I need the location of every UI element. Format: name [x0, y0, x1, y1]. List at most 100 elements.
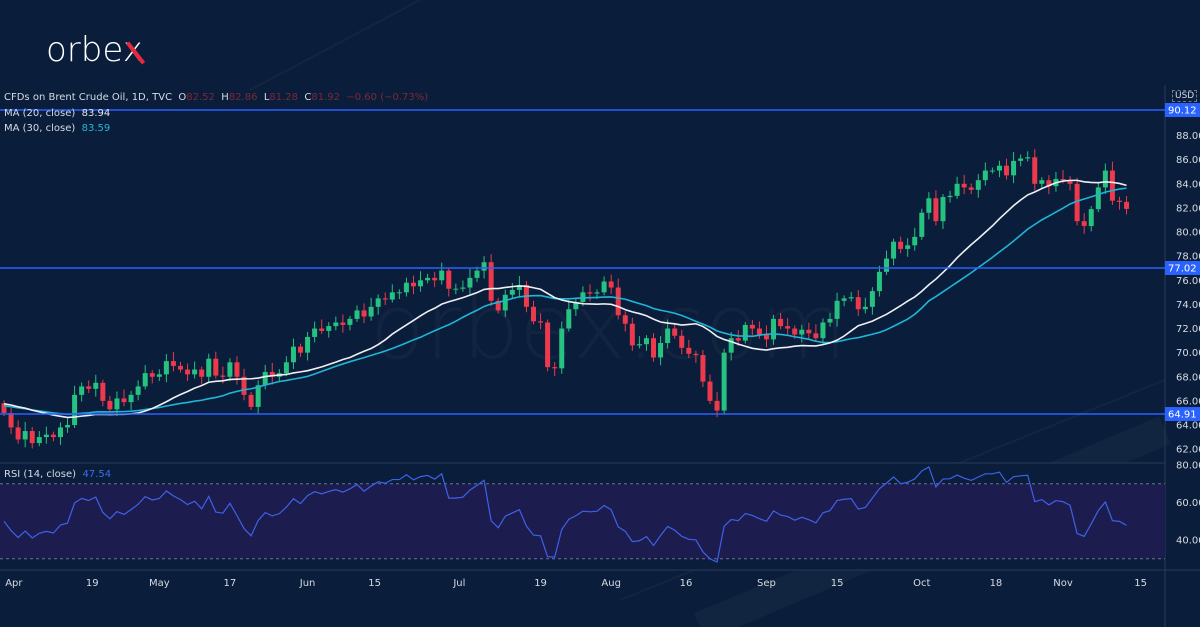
- symbol-legend: CFDs on Brent Crude Oil, 1D, TVC O82.52 …: [4, 92, 428, 103]
- candle-body: [382, 298, 388, 300]
- candle-body: [50, 434, 56, 438]
- candle-body: [220, 375, 226, 377]
- time-tick-label: Oct: [913, 578, 930, 589]
- candle-body: [326, 326, 332, 331]
- rsi-legend[interactable]: RSI (14, close) 47.54: [4, 469, 111, 480]
- candle-body: [1025, 157, 1031, 159]
- candle-body: [996, 165, 1002, 171]
- candle-body: [43, 434, 49, 438]
- candle-body: [290, 346, 296, 363]
- time-tick-label: 19: [86, 578, 99, 589]
- candle-body: [643, 338, 649, 345]
- candle-body: [587, 292, 593, 294]
- candle-body: [340, 322, 346, 325]
- candle-body: [1095, 187, 1101, 210]
- time-tick-label: Jul: [452, 578, 465, 589]
- candle-body: [128, 394, 134, 403]
- time-tick-label: Apr: [5, 578, 23, 589]
- time-tick-label: 15: [831, 578, 844, 589]
- candle-body: [912, 236, 918, 246]
- time-tick-label: 17: [224, 578, 237, 589]
- candle-body: [545, 322, 551, 368]
- candle-body: [163, 361, 169, 375]
- candle-body: [241, 376, 247, 395]
- candle-body: [319, 328, 325, 331]
- candle-body: [149, 373, 155, 377]
- candle-body: [1067, 180, 1073, 184]
- orbex-logo: orbex: [46, 30, 143, 70]
- candle-body: [255, 385, 261, 407]
- ma20-legend[interactable]: MA (20, close) 83.94: [4, 108, 110, 119]
- price-tick-label: 86.00: [1176, 155, 1200, 166]
- candle-body: [178, 365, 183, 370]
- price-tick-label: 72.00: [1176, 324, 1200, 335]
- candle-body: [15, 427, 21, 440]
- candle-body: [206, 358, 212, 377]
- candle-body: [57, 427, 63, 438]
- candle-body: [65, 425, 71, 428]
- candle-body: [262, 371, 268, 386]
- candle-body: [841, 298, 847, 301]
- candle-body: [531, 306, 536, 322]
- candle-body: [1011, 160, 1017, 176]
- candle-body: [968, 187, 974, 190]
- candle-body: [749, 324, 755, 329]
- candle-body: [453, 288, 459, 290]
- candle-body: [100, 382, 106, 401]
- candle-body: [672, 328, 678, 336]
- open-label: O: [178, 92, 187, 103]
- ma30-legend[interactable]: MA (30, close) 83.59: [4, 123, 110, 134]
- candle-body: [1081, 221, 1087, 227]
- time-tick-label: 16: [680, 578, 693, 589]
- level-price-label: 64.91: [1168, 410, 1197, 421]
- candle-body: [834, 300, 840, 319]
- time-tick-label: May: [149, 578, 170, 589]
- candle-body: [806, 329, 812, 334]
- price-tick-label: 68.00: [1176, 372, 1200, 383]
- candle-body: [156, 374, 162, 377]
- candle-body: [891, 241, 897, 259]
- rsi-band: [0, 483, 1165, 559]
- open-value: 82.52: [186, 92, 215, 103]
- candle-body: [820, 322, 826, 339]
- candle-body: [389, 292, 395, 300]
- candle-body: [474, 270, 480, 278]
- time-tick-label: Nov: [1053, 578, 1073, 589]
- candle-body: [298, 346, 304, 353]
- change-value: −0.60 (−0.73%): [346, 92, 429, 103]
- candle-body: [1018, 158, 1024, 161]
- candle-body: [467, 277, 473, 288]
- candle-body: [354, 310, 360, 319]
- candle-body: [29, 431, 35, 444]
- price-tick-label: 78.00: [1176, 252, 1200, 263]
- candle-body: [305, 336, 311, 353]
- time-tick-label: Jun: [299, 578, 316, 589]
- candle-body: [312, 328, 318, 337]
- candle-body: [170, 361, 176, 366]
- candle-body: [721, 352, 727, 411]
- time-tick-label: 15: [1134, 578, 1147, 589]
- candle-body: [1, 403, 7, 413]
- candle-body: [827, 318, 833, 323]
- rsi-tick-label: 60.00: [1176, 498, 1200, 509]
- candle-body: [989, 170, 995, 172]
- candle-body: [1004, 165, 1010, 176]
- high-label: H: [221, 92, 229, 103]
- candle-body: [982, 170, 988, 181]
- candle-body: [714, 400, 720, 411]
- candle-body: [700, 355, 706, 382]
- candle-body: [559, 328, 565, 369]
- candle-body: [707, 381, 713, 401]
- rsi-label: RSI (14, close): [4, 469, 77, 480]
- candle-body: [93, 382, 99, 389]
- candle-body: [566, 309, 572, 329]
- rsi-tick-label: 40.00: [1176, 536, 1200, 547]
- candle-body: [693, 353, 699, 356]
- price-tick-label: 76.00: [1176, 276, 1200, 287]
- candle-body: [368, 306, 374, 317]
- candle-body: [884, 258, 889, 272]
- ma20-value: 83.94: [81, 108, 111, 119]
- candle-body: [1032, 157, 1038, 184]
- candle-body: [509, 289, 515, 295]
